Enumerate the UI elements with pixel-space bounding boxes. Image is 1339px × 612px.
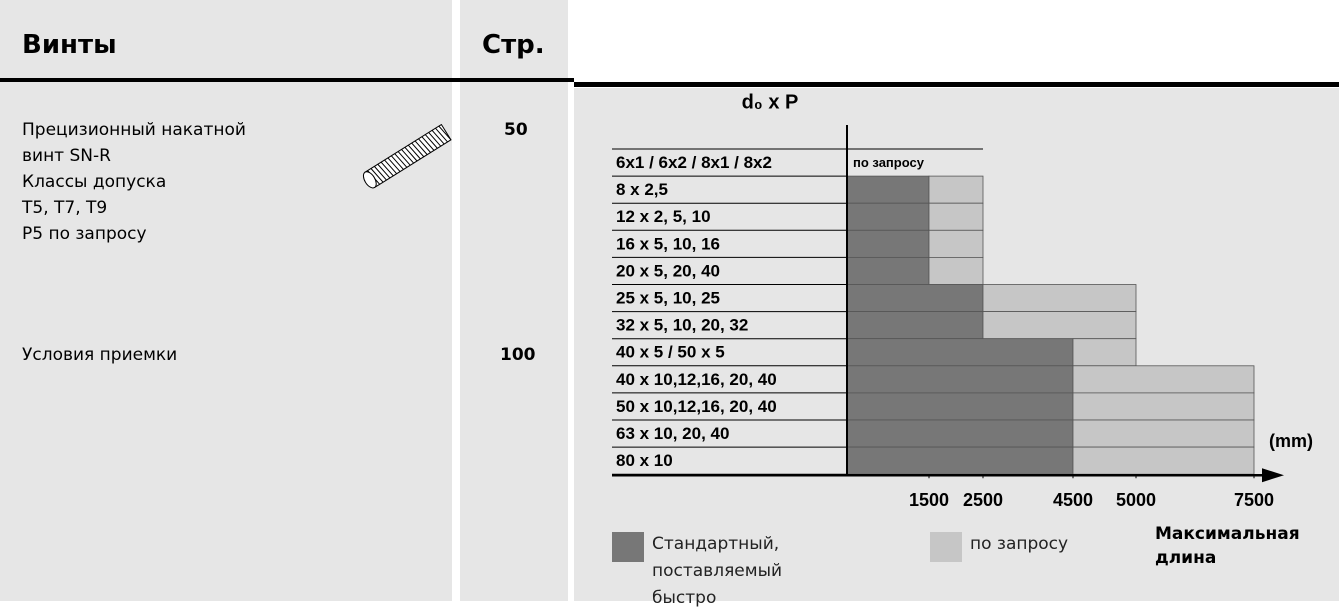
category-label: 32 x 5, 10, 20, 32	[616, 316, 748, 335]
x-tick-label: 4500	[1053, 490, 1093, 510]
item-text: Прецизионный накатной	[22, 120, 246, 140]
annotation: по запросу	[853, 155, 925, 170]
bar	[1073, 339, 1136, 366]
bar	[847, 312, 983, 339]
bar	[929, 230, 983, 257]
bar	[847, 366, 1073, 393]
bar	[847, 393, 1073, 420]
bar	[983, 285, 1136, 312]
category-label: 16 x 5, 10, 16	[616, 234, 720, 253]
category-label: 12 x 2, 5, 10	[616, 207, 711, 226]
category-label: 8 x 2,5	[616, 180, 668, 199]
left-panel	[0, 0, 452, 601]
category-label: 40 x 10,12,16, 20, 40	[616, 370, 777, 389]
header-title: Винты	[22, 30, 117, 60]
header-rule	[0, 78, 574, 82]
x-tick-label: 5000	[1116, 490, 1156, 510]
x-tick-label: 1500	[909, 490, 949, 510]
chart-title: d₀ x P	[742, 91, 799, 113]
category-label: 80 x 10	[616, 451, 673, 470]
category-label: 50 x 10,12,16, 20, 40	[616, 397, 777, 416]
page-panel	[460, 0, 568, 601]
legend-label: по запросу	[970, 531, 1130, 558]
item-text: Условия приемки	[22, 345, 177, 365]
item-text: T5, T7, T9	[22, 198, 107, 218]
bar	[1073, 420, 1254, 447]
item-text: Классы допуска	[22, 172, 166, 192]
bar	[929, 176, 983, 203]
bar	[847, 285, 983, 312]
bar	[847, 257, 929, 284]
category-label: 20 x 5, 20, 40	[616, 261, 720, 280]
item-page: 50	[504, 120, 528, 140]
canvas: d₀ x P 6x1 / 6x2 / 8x1 / 8x2 8 x 2,5 12 x 2…	[0, 0, 1339, 601]
header-page: Стр.	[482, 30, 545, 60]
item-text: винт SN-R	[22, 146, 111, 166]
bar	[929, 257, 983, 284]
item-page: 100	[500, 345, 536, 365]
category-label: 63 x 10, 20, 40	[616, 424, 729, 443]
bar	[1073, 447, 1254, 474]
bar	[1073, 393, 1254, 420]
x-tick-label: 7500	[1234, 490, 1274, 510]
x-unit: (mm)	[1269, 431, 1313, 451]
page: d₀ x P 6x1 / 6x2 / 8x1 / 8x2 8 x 2,5 12 x 2…	[0, 0, 1339, 601]
bar	[1073, 366, 1254, 393]
category-label: 6x1 / 6x2 / 8x1 / 8x2	[616, 153, 772, 172]
x-tick-label: 2500	[963, 490, 1003, 510]
bar	[847, 339, 1073, 366]
bar	[847, 447, 1073, 474]
bar	[847, 176, 929, 203]
bar	[847, 203, 929, 230]
item-text: P5 по запросу	[22, 224, 147, 244]
bar	[983, 312, 1136, 339]
bar	[929, 203, 983, 230]
bar	[847, 230, 929, 257]
x-label: Максимальная длина	[1155, 522, 1315, 570]
legend-swatch	[930, 532, 962, 562]
category-label: 25 x 5, 10, 25	[616, 289, 720, 308]
bar	[847, 420, 1073, 447]
legend-swatch	[612, 532, 644, 562]
header-rule	[574, 82, 1339, 87]
legend-label: Стандартный, поставляемый быстро	[652, 531, 822, 612]
category-label: 40 x 5 / 50 x 5	[616, 343, 725, 362]
